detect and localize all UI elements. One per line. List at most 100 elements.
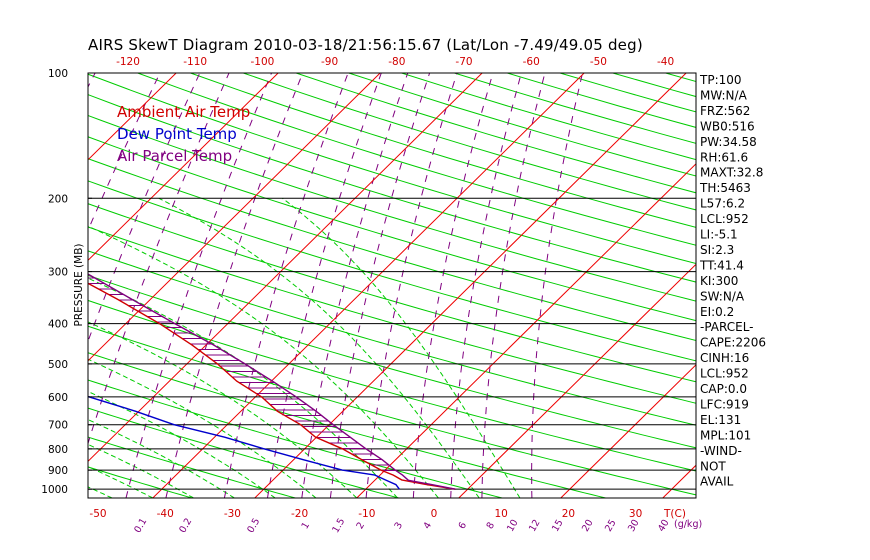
bottom-temp-tick-label: -20 bbox=[291, 508, 308, 520]
mixing-ratio-tick-label: 20 bbox=[580, 518, 596, 534]
stability-index: MAXT:32.8 bbox=[700, 166, 763, 180]
stability-index: CINH:16 bbox=[700, 351, 749, 365]
stability-index: MW:N/A bbox=[700, 88, 748, 102]
dry-adiabats bbox=[88, 73, 870, 498]
moist-adiabat-line bbox=[88, 419, 235, 498]
stability-index: LFC:919 bbox=[700, 397, 749, 411]
dry-adiabat-line bbox=[190, 73, 696, 228]
stability-index: LI:-5.1 bbox=[700, 228, 738, 242]
isotherm-line bbox=[88, 73, 279, 262]
mixing-ratio-line bbox=[0, 73, 15, 498]
stability-index: NOT bbox=[700, 459, 726, 473]
isotherm-line bbox=[662, 464, 696, 498]
mixing-ratio-line bbox=[165, 73, 304, 498]
stability-index: CAPE:2206 bbox=[700, 336, 766, 350]
bottom-temp-tick-label: 10 bbox=[495, 508, 508, 520]
top-temp-tick-label: -120 bbox=[116, 56, 140, 68]
top-temp-tick-label: -110 bbox=[183, 56, 207, 68]
mixing-ratio-line bbox=[481, 73, 546, 498]
isotherm-line bbox=[458, 263, 696, 498]
bottom-temp-tick-label: 0 bbox=[431, 508, 438, 520]
mixing-ratio-tick-label: 10 bbox=[505, 518, 521, 534]
dry-adiabat-line bbox=[454, 73, 696, 144]
top-temp-tick-label: -80 bbox=[388, 56, 405, 68]
moist-adiabat-line bbox=[88, 358, 317, 498]
mixing-ratio-axis-label: (g/kg) bbox=[674, 519, 702, 530]
stability-index: -WIND- bbox=[700, 444, 742, 458]
isotherm-line bbox=[254, 73, 687, 498]
dry-adiabat-line bbox=[295, 73, 696, 194]
mixing-ratio-line bbox=[88, 73, 201, 343]
mixing-ratio-line bbox=[88, 73, 230, 446]
dry-adiabat-line bbox=[88, 352, 606, 498]
stability-index: TT:41.4 bbox=[699, 258, 744, 272]
cape-hatching bbox=[88, 277, 396, 471]
mixing-ratio-tick-label: 4 bbox=[422, 520, 435, 531]
legend-entry: Dew Point Temp bbox=[117, 125, 237, 143]
mixing-ratio-tick-label: 0.5 bbox=[245, 516, 262, 535]
pressure-tick-label: 800 bbox=[48, 444, 68, 456]
dry-adiabat-line bbox=[88, 203, 696, 383]
bottom-temp-tick-label: -40 bbox=[157, 508, 174, 520]
pressure-tick-label: 700 bbox=[48, 420, 68, 432]
mixing-ratio-line bbox=[267, 73, 382, 498]
dry-adiabat-line bbox=[771, 73, 870, 498]
temp-axis-label: T(C) bbox=[663, 508, 686, 520]
bottom-temp-tick-label: -50 bbox=[89, 508, 106, 520]
dry-adiabat-line bbox=[88, 94, 696, 283]
dry-adiabat-line bbox=[88, 379, 503, 498]
mixing-ratio-tick-label: 2 bbox=[355, 520, 368, 531]
isotherm-line bbox=[0, 73, 74, 498]
stability-index: TH:5463 bbox=[699, 181, 751, 195]
pressure-tick-label: 500 bbox=[48, 359, 68, 371]
dry-adiabat-line bbox=[88, 407, 399, 498]
dry-adiabat-line bbox=[88, 158, 696, 342]
dry-adiabat-line bbox=[88, 73, 696, 264]
top-temp-tick-label: -40 bbox=[657, 56, 674, 68]
mixing-ratio-line bbox=[301, 73, 409, 498]
mixing-ratio-line bbox=[450, 73, 522, 498]
pressure-tick-label: 300 bbox=[48, 267, 68, 279]
stability-index: SI:2.3 bbox=[700, 243, 734, 257]
stability-index: TP:100 bbox=[699, 73, 742, 87]
mixing-ratio-tick-label: 0.2 bbox=[177, 516, 194, 535]
stability-index: LCL:952 bbox=[700, 212, 749, 226]
stability-index: FRZ:562 bbox=[700, 104, 750, 118]
y-axis-label: PRESSURE (MB) bbox=[73, 243, 85, 326]
dry-adiabat-line bbox=[137, 73, 696, 246]
dry-adiabat-line bbox=[88, 274, 696, 449]
legend-entry: Ambient Air Temp bbox=[117, 103, 250, 121]
stability-index: SW:N/A bbox=[700, 289, 745, 303]
dry-adiabat-line bbox=[88, 325, 696, 496]
bottom-temp-tick-label: -10 bbox=[358, 508, 375, 520]
dry-adiabat-line bbox=[88, 180, 696, 362]
mixing-ratio-tick-label: 30 bbox=[626, 518, 642, 534]
dry-adiabat-line bbox=[824, 73, 870, 498]
isotherm-line bbox=[356, 163, 696, 498]
mixing-ratio-tick-label: 0.1 bbox=[132, 516, 149, 535]
dewpoint-line bbox=[88, 395, 400, 490]
pressure-tick-label: 100 bbox=[48, 68, 68, 80]
dry-adiabat-line bbox=[88, 226, 696, 404]
dry-adiabat-line bbox=[88, 299, 696, 472]
ambient-temp-line bbox=[88, 282, 456, 490]
top-temp-tick-label: -100 bbox=[250, 56, 274, 68]
stability-index: WB0:516 bbox=[700, 119, 755, 133]
moist-adiabat-line bbox=[0, 198, 30, 498]
pressure-tick-label: 900 bbox=[48, 465, 68, 477]
isotherm-line bbox=[152, 73, 585, 498]
top-temp-tick-label: -70 bbox=[455, 56, 472, 68]
isobars bbox=[88, 197, 696, 490]
mixing-ratio-tick-label: 1 bbox=[300, 520, 313, 531]
dry-adiabat-line bbox=[88, 114, 696, 302]
mixing-ratio-tick-label: 12 bbox=[527, 518, 543, 534]
stability-index: EL:131 bbox=[700, 413, 741, 427]
stability-index: AVAIL bbox=[700, 475, 734, 489]
mixing-ratio-tick-label: 1.5 bbox=[330, 516, 347, 535]
top-temp-tick-label: -60 bbox=[523, 56, 540, 68]
plot-area bbox=[0, 73, 870, 498]
chart-title: AIRS SkewT Diagram 2010-03-18/21:56:15.6… bbox=[88, 36, 643, 54]
stability-index: EI:0.2 bbox=[700, 305, 734, 319]
mixing-ratio-tick-label: 8 bbox=[485, 520, 498, 531]
